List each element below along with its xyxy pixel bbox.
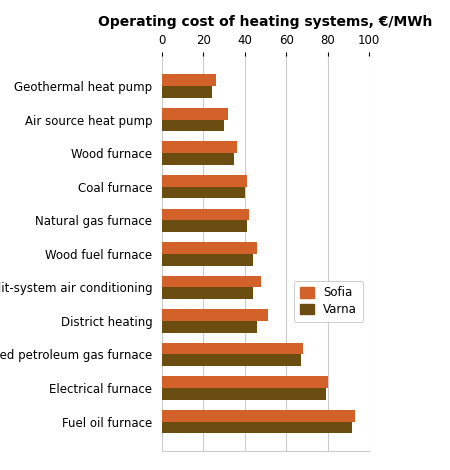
Bar [162,422,352,433]
Bar [162,254,253,266]
Bar [162,343,303,354]
Bar [162,309,268,321]
Bar [162,74,216,86]
Bar [162,410,355,422]
Bar [162,153,234,165]
Bar [162,187,245,198]
Bar [162,376,328,388]
Legend: Sofia, Varna: Sofia, Varna [294,281,363,322]
Bar [162,242,257,254]
Bar [162,108,228,120]
Bar [162,275,261,287]
Bar [162,175,247,187]
Bar [162,321,257,333]
Bar [162,209,249,220]
Bar [162,354,301,366]
Bar [162,388,325,400]
Title: Operating cost of heating systems, €/MWh: Operating cost of heating systems, €/MWh [98,15,433,29]
Bar [162,287,253,299]
Bar [162,86,212,98]
Bar [162,141,237,153]
Bar [162,120,224,132]
Bar [162,220,247,232]
